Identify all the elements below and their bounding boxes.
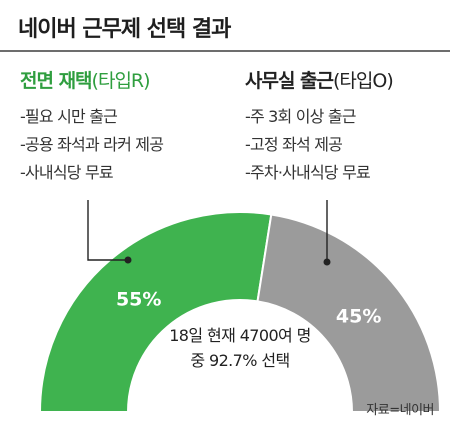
option-office-heading: 사무실 출근(타입O) — [245, 66, 394, 93]
option-office-type: (타입O) — [333, 70, 394, 92]
option-remote: 전면 재택(타입R) -필요 시만 출근 -공용 좌석과 라커 제공 -사내식당… — [20, 66, 164, 187]
connector-dot — [124, 256, 132, 264]
option-office-name: 사무실 출근 — [245, 70, 334, 92]
option-office-item: -주차·사내식당 무료 — [245, 163, 371, 182]
source-note: 자료=네이버 — [366, 403, 434, 418]
center-annotation: 18일 현재 4700여 명 — [169, 326, 311, 345]
connector-dot — [323, 258, 331, 266]
slice-value-label: 55% — [116, 288, 161, 310]
option-remote-item: -사내식당 무료 — [20, 163, 114, 182]
option-remote-item: -필요 시만 출근 — [20, 107, 118, 126]
slice-office — [256, 213, 442, 413]
slice-value-label: 45% — [336, 306, 381, 328]
option-remote-name: 전면 재택 — [20, 70, 93, 92]
center-annotation: 중 92.7% 선택 — [190, 351, 289, 370]
title-divider — [0, 50, 450, 52]
connector-line — [87, 200, 128, 261]
option-office: 사무실 출근(타입O) -주 3회 이상 출근 -고정 좌석 제공 -주차·사내… — [245, 66, 394, 187]
option-remote-heading: 전면 재택(타입R) — [20, 66, 163, 93]
option-remote-item: -공용 좌석과 라커 제공 — [20, 135, 164, 154]
option-remote-type: (타입R) — [91, 70, 151, 92]
chart-title: 네이버 근무제 선택 결과 — [18, 17, 231, 42]
slice-remote — [38, 211, 273, 413]
option-office-item: -주 3회 이상 출근 — [245, 107, 357, 126]
option-office-item: -고정 좌석 제공 — [245, 135, 343, 154]
